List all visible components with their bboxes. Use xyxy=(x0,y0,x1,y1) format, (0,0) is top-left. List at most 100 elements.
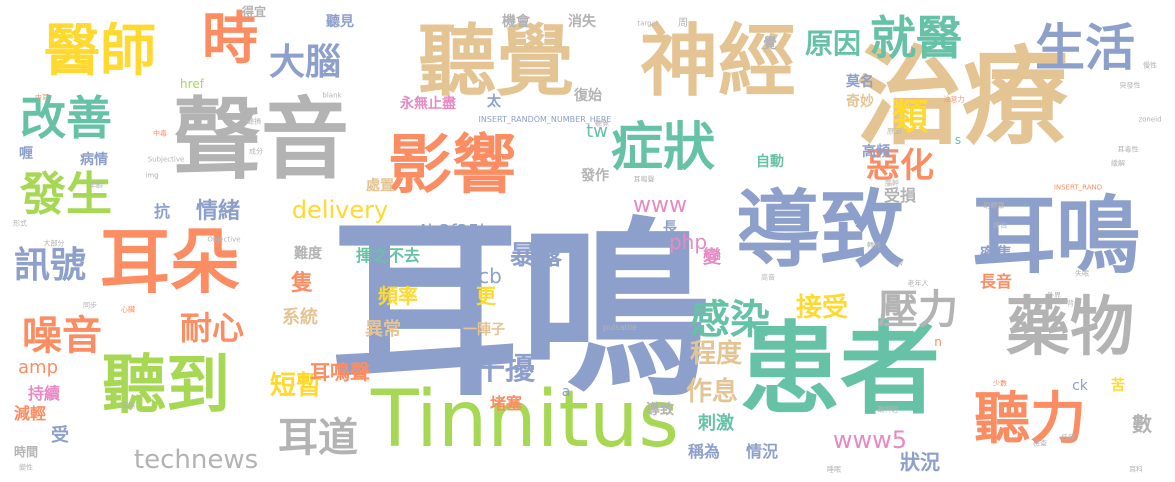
cloud-word: 耳鳴 xyxy=(329,201,711,422)
cloud-word: 年齡 xyxy=(89,181,103,190)
cloud-word: 太 xyxy=(487,94,501,110)
cloud-word: 低頻 xyxy=(1061,433,1075,442)
cloud-word: 奇妙 xyxy=(846,94,874,110)
cloud-word: 干擾 xyxy=(475,352,535,387)
cloud-word: 更 xyxy=(476,284,496,308)
cloud-word: 訊號 xyxy=(13,245,87,286)
cloud-word: 少數 xyxy=(993,379,1007,388)
cloud-word: 頻率 xyxy=(378,284,418,308)
cloud-word: 轉移 xyxy=(867,241,881,250)
cloud-word: 耳毒性 xyxy=(1117,145,1139,154)
cloud-word: 就醫 xyxy=(870,11,962,65)
cloud-word: 消失 xyxy=(568,14,596,30)
cloud-word: technews xyxy=(133,445,259,475)
cloud-word: Objective xyxy=(207,235,241,244)
cloud-word: 減輕 xyxy=(13,404,47,423)
cloud-word: 神經 xyxy=(639,17,797,107)
cloud-word: 聽神經 xyxy=(877,405,899,414)
cloud-word: 聽覺 xyxy=(595,119,609,128)
cloud-word: 原因 xyxy=(804,27,862,60)
cloud-word: 復始 xyxy=(574,88,602,104)
cloud-word: 頭痛 xyxy=(121,401,135,410)
cloud-word: 外界 xyxy=(1047,291,1061,300)
cloud-word: 壓力 xyxy=(878,287,958,333)
cloud-word: 得宜 xyxy=(241,5,267,19)
cloud-word: 高頻 xyxy=(862,144,890,160)
cloud-word: 時 xyxy=(202,7,258,72)
cloud-word: 聽力 xyxy=(974,387,1086,452)
cloud-word: 情緒 xyxy=(195,199,241,224)
cloud-word: 密集 xyxy=(979,244,1013,263)
cloud-word: 背景 xyxy=(1067,299,1081,308)
cloud-word: 情況 xyxy=(745,442,779,461)
cloud-word: 隻 xyxy=(290,271,314,296)
cloud-word: 一陣子 xyxy=(463,322,505,338)
cloud-word: 稱為 xyxy=(687,442,721,461)
cloud-word: 原因 xyxy=(887,127,901,136)
cloud-word: 受 xyxy=(51,425,69,446)
cloud-word: 接受 xyxy=(795,293,849,323)
cloud-word: 改善 xyxy=(20,91,112,145)
cloud-word: 發生 xyxy=(20,167,112,221)
cloud-word: 聽損 xyxy=(247,117,261,126)
cloud-word: amp xyxy=(18,357,58,378)
cloud-word: 耳鳴 xyxy=(971,187,1141,285)
cloud-word: 聲音 xyxy=(172,88,350,191)
cloud-word: blank xyxy=(322,91,342,100)
cloud-word: 狀況 xyxy=(900,450,940,474)
cloud-word: Tinnitus xyxy=(370,375,680,465)
cloud-word: delivery xyxy=(291,196,389,224)
cloud-word: zoneid xyxy=(1138,115,1162,124)
cloud-word: ck xyxy=(1072,378,1088,394)
cloud-word: 突發性 xyxy=(1119,81,1141,90)
cloud-word: 苦 xyxy=(1111,378,1125,394)
cloud-word: 失眠 xyxy=(1075,269,1089,278)
cloud-word: 注意力 xyxy=(943,95,965,104)
cloud-word: 耳科 xyxy=(1129,465,1143,474)
cloud-word: 慢性 xyxy=(1143,61,1157,70)
cloud-word: 中毒 xyxy=(153,129,167,138)
cloud-word: 處置 xyxy=(366,178,394,194)
cloud-word: 變 xyxy=(703,247,721,268)
cloud-word: 耳鳴聲 xyxy=(310,360,370,384)
cloud-word: 發作 xyxy=(581,168,609,184)
cloud-word: 醫師 xyxy=(44,19,156,84)
cloud-word: 睡眠 xyxy=(827,465,841,474)
cloud-word: 短暫 xyxy=(269,371,323,401)
cloud-word: 長 xyxy=(663,220,677,236)
cloud-word: 高音 xyxy=(761,273,775,282)
cloud-word: target xyxy=(637,19,659,28)
cloud-word: 耳鳴聲 xyxy=(633,175,655,184)
cloud-word: php xyxy=(668,230,708,254)
cloud-word: 周 xyxy=(678,18,688,29)
cloud-word: 耳道 xyxy=(278,415,358,461)
cloud-word: 患者 xyxy=(740,311,940,428)
cloud-word: 刺激 xyxy=(698,413,734,434)
cloud-word: pulsatile xyxy=(603,323,637,332)
cloud-word: 聽見 xyxy=(326,14,354,30)
cloud-word: 導致 xyxy=(735,181,905,279)
cloud-word: 受損 xyxy=(883,186,917,205)
cloud-word: 病情 xyxy=(80,152,108,168)
cloud-word: 緩解 xyxy=(1111,159,1125,168)
cloud-word: a4b3f35b xyxy=(404,221,492,242)
cloud-word: 自動 xyxy=(756,154,784,170)
cloud-word: 長音 xyxy=(979,272,1013,291)
cloud-word: 時間 xyxy=(13,445,39,459)
cloud-word: 難度 xyxy=(294,246,322,262)
cloud-word: aw xyxy=(892,259,904,268)
cloud-word: 堵塞 xyxy=(489,394,523,413)
cloud-word: 變性 xyxy=(19,463,33,472)
cloud-word: 耐心 xyxy=(179,309,245,347)
cloud-word: 莫名 xyxy=(846,74,874,90)
cloud-word: 喱 xyxy=(19,146,33,162)
cloud-word: 症狀 xyxy=(610,118,716,178)
cloud-word: 大腦 xyxy=(268,42,342,83)
cloud-word: 永無止盡 xyxy=(400,96,456,112)
cloud-word: 助聽器 xyxy=(983,201,1005,210)
cloud-word: 程度 xyxy=(689,339,743,369)
cloud-word: 治療 xyxy=(856,36,1068,159)
cloud-word: 抗 xyxy=(153,202,171,221)
cloud-word: 大部分 xyxy=(43,239,65,248)
